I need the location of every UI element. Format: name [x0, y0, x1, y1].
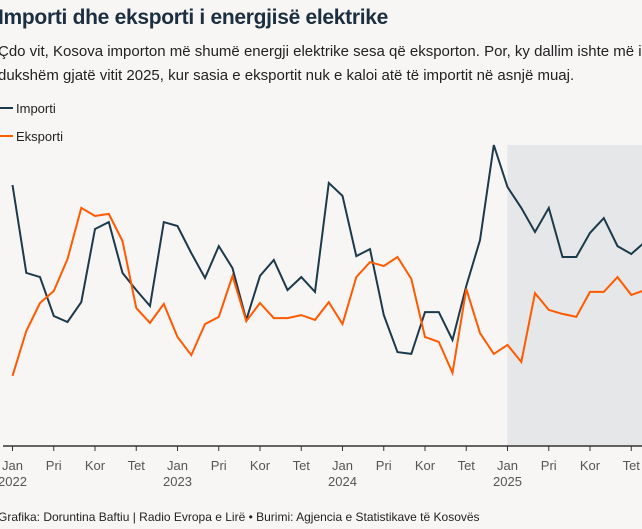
x-tick-label: Tet [623, 458, 641, 473]
legend-item-eksporti: Eksporti [0, 122, 63, 150]
legend-swatch-eksporti [0, 134, 13, 138]
series-line-importi [11, 144, 642, 355]
source-footer: Grafika: Doruntina Baftiu | Radio Evropa… [0, 510, 480, 524]
highlight-layer [507, 145, 642, 446]
chart-title: Importi dhe eksporti i energjisë elektri… [0, 6, 389, 29]
subtitle-line-1: Çdo vit, Kosova importon më shumë energj… [0, 43, 642, 60]
x-tick-label: Tet [128, 458, 146, 473]
x-tick-label: Jan [2, 458, 23, 473]
x-tick-label: Kor [250, 458, 271, 473]
x-tick-label: Pri [211, 458, 227, 473]
chart-subtitle: Çdo vit, Kosova importon më shumë energj… [0, 40, 642, 88]
legend: Importi Eksporti [0, 94, 63, 150]
subtitle-line-2: dukshëm gjatë vitit 2025, kur sasia e ek… [0, 67, 575, 84]
legend-item-importi: Importi [0, 94, 63, 122]
x-tick-label: Kor [415, 458, 436, 473]
x-tick-label: Pri [46, 458, 62, 473]
highlight-region-2025 [507, 145, 642, 446]
x-tick-label: Tet [293, 458, 311, 473]
x-tick-label: Kor [580, 458, 601, 473]
x-tick-label: Tet [458, 458, 476, 473]
x-tick-label: Jan [497, 458, 518, 473]
series-line-eksporti [11, 206, 642, 377]
legend-label-eksporti: Eksporti [16, 128, 63, 144]
x-tick-year-label: 2022 [0, 474, 27, 489]
x-tick-year-label: 2025 [493, 474, 522, 489]
legend-swatch-importi [0, 106, 13, 110]
x-tick-year-label: 2023 [163, 474, 192, 489]
x-tick-label: Pri [541, 458, 557, 473]
x-tick-year-label: 2024 [328, 474, 357, 489]
series-layer [11, 144, 642, 377]
legend-label-importi: Importi [16, 100, 56, 116]
x-tick-label: Jan [167, 458, 188, 473]
x-tick-label: Jan [332, 458, 353, 473]
x-tick-label: Kor [85, 458, 106, 473]
x-tick-label: Pri [376, 458, 392, 473]
